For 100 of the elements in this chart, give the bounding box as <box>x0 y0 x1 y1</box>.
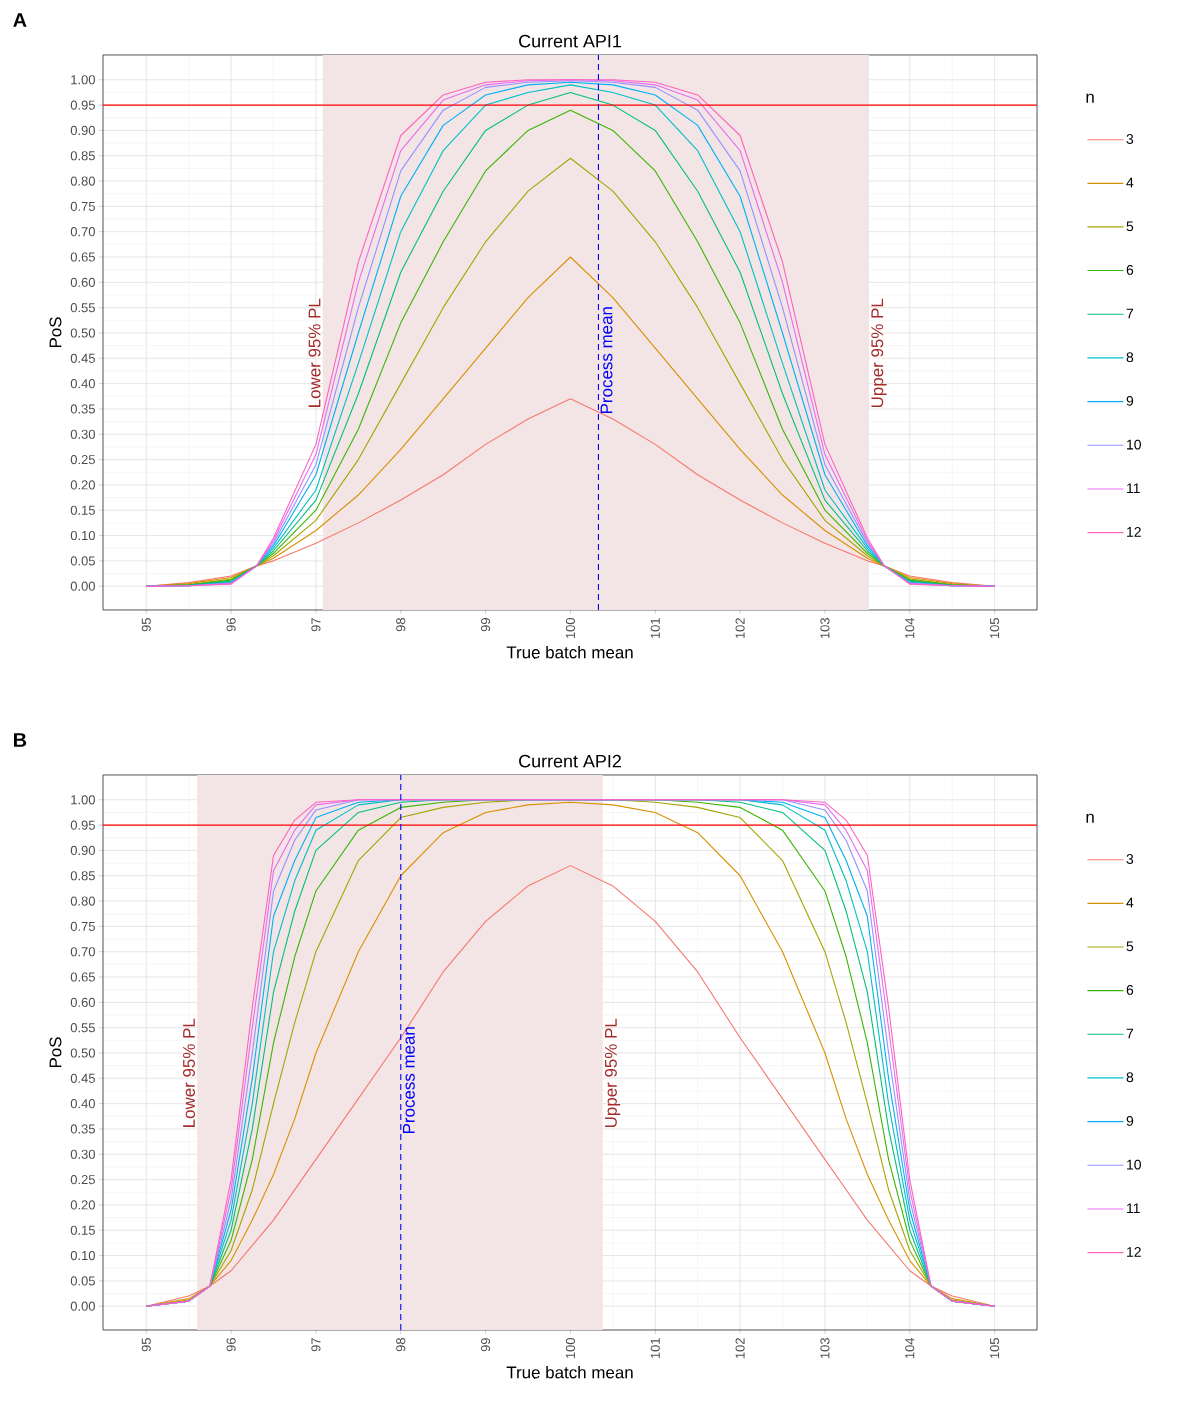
y-tick-label: 0.45 <box>70 353 95 363</box>
y-tick-label: 0.75 <box>70 201 95 211</box>
x-tick-label: 98 <box>396 618 406 632</box>
legend-label: 11 <box>1127 1203 1140 1214</box>
x-tick-label: 101 <box>650 1338 660 1359</box>
annotation: Upper 95% PL <box>604 1018 621 1128</box>
y-tick-label: 0.55 <box>70 303 95 313</box>
annotation: Upper 95% PL <box>871 298 887 407</box>
y-tick-label: 0.60 <box>70 997 95 1007</box>
ref-line-label: Process mean <box>402 1027 415 1133</box>
x-tick-label: 98 <box>396 1338 406 1352</box>
legend-label: 8 <box>1126 352 1134 363</box>
y-tick-label: 0.35 <box>70 404 95 414</box>
y-tick-label: 0.45 <box>70 1073 95 1083</box>
ref-line-label: Process mean <box>600 307 613 413</box>
y-tick-label: 0.90 <box>70 125 95 135</box>
x-tick-label: 102 <box>735 618 745 639</box>
chart-title: Current API2 <box>519 754 621 768</box>
legend-label: 7 <box>1126 1028 1134 1039</box>
legend-title: n <box>1086 93 1094 103</box>
legend-label: 5 <box>1126 221 1134 232</box>
x-axis-title: True batch mean <box>506 645 633 659</box>
y-tick-label: 0.80 <box>70 896 95 906</box>
y-tick-label: 0.10 <box>70 530 95 541</box>
y-tick-label: 0.25 <box>70 1175 95 1185</box>
y-tick-label: 0.15 <box>70 1225 95 1235</box>
legend-label: 6 <box>1126 264 1134 275</box>
y-tick-label: 0.80 <box>70 176 95 186</box>
text: B <box>14 733 27 747</box>
legend-label: 9 <box>1126 395 1134 406</box>
x-tick-label: 97 <box>311 618 321 632</box>
x-tick-label: 101 <box>650 618 660 639</box>
legend-label: 3 <box>1126 854 1134 864</box>
y-tick-label: 0.85 <box>70 871 95 881</box>
legend-label: 7 <box>1126 308 1134 319</box>
y-tick-label: 0.60 <box>70 277 95 287</box>
y-tick-label: 1.00 <box>71 75 95 85</box>
y-tick-label: 0.70 <box>70 227 95 237</box>
x-tick-label: 100 <box>565 618 576 639</box>
y-tick-label: 0.75 <box>70 921 95 931</box>
y-tick-label: 0.70 <box>70 947 95 957</box>
legend-label: 12 <box>1127 1246 1141 1257</box>
legend-label: 8 <box>1126 1072 1134 1083</box>
x-tick-label: 95 <box>141 1338 151 1352</box>
x-tick-label: 96 <box>226 618 236 632</box>
x-tick-label: 99 <box>481 1338 491 1352</box>
legend-label: 10 <box>1127 1159 1141 1170</box>
y-tick-label: 0.65 <box>70 972 95 982</box>
legend-label: 11 <box>1127 483 1140 493</box>
y-tick-label: 1.00 <box>71 795 95 805</box>
legend-label: 6 <box>1126 984 1134 995</box>
y-tick-label: 0.25 <box>70 454 95 465</box>
y-axis-title: PoS <box>49 1037 62 1068</box>
legend-title: n <box>1086 813 1094 823</box>
y-tick-label: 0.50 <box>70 1048 95 1058</box>
y-tick-label: 0.20 <box>70 1200 95 1210</box>
legend-label: 3 <box>1126 134 1134 144</box>
y-tick-label: 0.00 <box>70 581 95 591</box>
y-tick-label: 0.40 <box>70 379 95 389</box>
legend-label: 5 <box>1126 941 1134 952</box>
y-tick-label: 0.10 <box>70 1250 95 1261</box>
y-tick-label: 0.05 <box>70 1276 95 1286</box>
y-tick-label: 0.90 <box>70 845 95 856</box>
x-tick-label: 103 <box>820 1338 830 1359</box>
y-tick-label: 0.85 <box>70 151 95 161</box>
y-tick-label: 0.35 <box>70 1124 95 1134</box>
text: A <box>13 13 27 27</box>
y-tick-label: 0.20 <box>70 480 95 490</box>
x-tick-label: 105 <box>990 618 1000 639</box>
y-tick-label: 0.55 <box>70 1023 95 1033</box>
x-tick-label: 104 <box>905 617 915 639</box>
x-tick-label: 100 <box>565 1338 576 1359</box>
x-tick-label: 96 <box>226 1338 236 1352</box>
x-tick-label: 95 <box>141 618 151 632</box>
x-tick-label: 103 <box>820 618 830 639</box>
y-tick-label: 0.15 <box>70 505 95 515</box>
annotation: Lower 95% PL <box>308 298 321 407</box>
x-axis-title: True batch mean <box>506 1365 633 1379</box>
y-tick-label: 0.40 <box>70 1099 95 1109</box>
y-tick-label: 0.65 <box>70 252 95 262</box>
annotation: Lower 95% PL <box>182 1018 195 1127</box>
legend-label: 12 <box>1127 526 1141 537</box>
y-tick-label: 0.00 <box>70 1301 95 1311</box>
x-tick-label: 99 <box>481 618 491 632</box>
legend-label: 9 <box>1126 1115 1134 1126</box>
legend-label: 4 <box>1126 897 1134 908</box>
x-tick-label: 105 <box>990 1338 1000 1359</box>
legend-label: 4 <box>1126 177 1134 188</box>
x-tick-label: 104 <box>905 1337 915 1359</box>
x-tick-label: 102 <box>735 1338 745 1359</box>
x-tick-label: 97 <box>311 1338 321 1352</box>
y-tick-label: 0.30 <box>70 1149 95 1159</box>
y-tick-label: 0.50 <box>70 328 95 338</box>
y-tick-label: 0.95 <box>70 820 95 830</box>
y-tick-label: 0.30 <box>70 429 95 439</box>
y-tick-label: 0.05 <box>70 556 95 566</box>
y-axis-title: PoS <box>49 317 62 348</box>
y-tick-label: 0.95 <box>70 100 95 110</box>
legend-label: 10 <box>1127 439 1141 450</box>
chart-title: Current API1 <box>519 34 621 48</box>
